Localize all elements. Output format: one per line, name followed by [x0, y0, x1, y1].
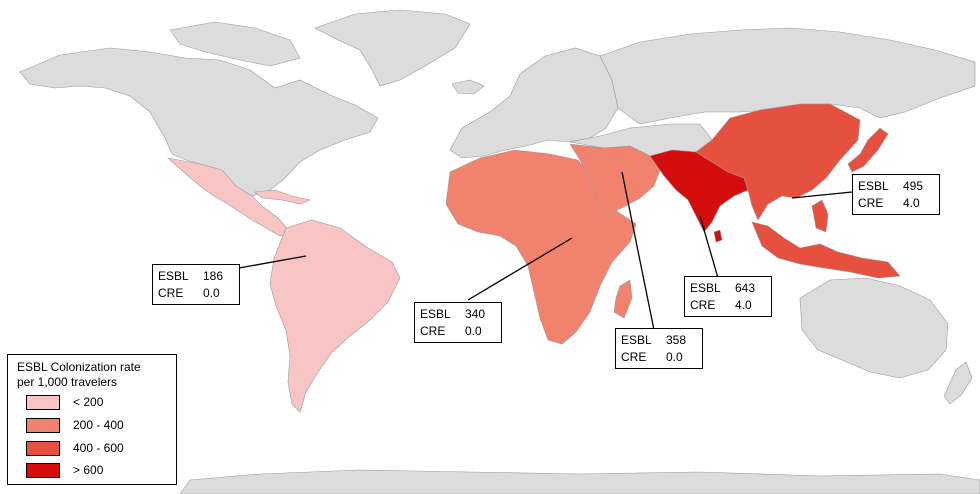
region-southeast-asia — [751, 221, 901, 279]
esbl-label: ESBL — [420, 307, 451, 321]
region-south-america — [269, 219, 401, 413]
legend-label: < 200 — [73, 395, 104, 409]
leader-line-middle-east — [621, 171, 655, 331]
legend-title-line-1: ESBL Colonization rate — [17, 360, 141, 374]
cre-value: 0.0 — [203, 286, 220, 300]
leader-line-africa — [467, 237, 573, 301]
legend-item-gt600: > 600 — [26, 461, 103, 479]
region-middle-east — [569, 143, 661, 215]
cre-label: CRE — [621, 350, 647, 364]
esbl-label: ESBL — [690, 281, 721, 295]
callout-east-asia: ESBL 495 CRE 4.0 — [852, 174, 940, 215]
region-africa — [445, 149, 637, 345]
region-iceland — [451, 79, 485, 95]
esbl-value: 358 — [666, 333, 687, 347]
cre-label: CRE — [858, 196, 884, 210]
leader-line-south-asia — [699, 215, 719, 279]
region-japan — [847, 127, 889, 173]
region-east-asia — [695, 103, 861, 221]
region-russia — [599, 27, 976, 125]
legend-swatch — [26, 462, 60, 478]
region-madagascar — [613, 279, 633, 319]
cre-value: 4.0 — [903, 196, 920, 210]
cre-label: CRE — [690, 298, 716, 312]
cre-value: 0.0 — [666, 350, 683, 364]
legend-label: > 600 — [73, 463, 104, 477]
legend-label: 400 - 600 — [73, 441, 124, 455]
callout-south-asia: ESBL 643 CRE 4.0 — [684, 276, 772, 317]
legend-swatch — [26, 394, 60, 410]
legend-item-400-600: 400 - 600 — [26, 439, 124, 457]
region-sri-lanka — [713, 229, 723, 243]
cre-label: CRE — [420, 324, 446, 338]
legend-swatch — [26, 417, 60, 433]
region-north-america — [19, 47, 379, 197]
esbl-label: ESBL — [621, 333, 652, 347]
region-australia — [799, 277, 949, 379]
cre-label: CRE — [158, 286, 184, 300]
map-legend: ESBL Colonization rate per 1,000 travele… — [7, 354, 177, 485]
region-philippines — [811, 199, 829, 233]
cre-value: 0.0 — [465, 324, 482, 338]
esbl-label: ESBL — [858, 179, 889, 193]
region-caribbean — [254, 189, 312, 205]
esbl-label: ESBL — [158, 269, 189, 283]
legend-item-200-400: 200 - 400 — [26, 416, 124, 434]
callout-south-america: ESBL 186 CRE 0.0 — [152, 264, 240, 305]
leader-line-south-america — [238, 255, 307, 269]
region-antarctica — [179, 469, 980, 494]
esbl-value: 186 — [203, 269, 224, 283]
region-arctic-islands — [169, 21, 301, 67]
legend-label: 200 - 400 — [73, 418, 124, 432]
esbl-value: 643 — [735, 281, 756, 295]
legend-title: ESBL Colonization rate per 1,000 travele… — [17, 360, 141, 390]
legend-swatch — [26, 440, 60, 456]
leader-line-east-asia — [791, 191, 853, 199]
esbl-value: 495 — [903, 179, 924, 193]
legend-item-lt200: < 200 — [26, 393, 103, 411]
callout-middle-east: ESBL 358 CRE 0.0 — [615, 328, 703, 369]
region-central-america — [166, 157, 291, 237]
callout-africa: ESBL 340 CRE 0.0 — [414, 302, 502, 343]
legend-title-line-2: per 1,000 travelers — [17, 375, 118, 389]
cre-value: 4.0 — [735, 298, 752, 312]
region-new-zealand — [943, 361, 973, 405]
region-greenland — [314, 9, 471, 87]
esbl-value: 340 — [465, 307, 486, 321]
